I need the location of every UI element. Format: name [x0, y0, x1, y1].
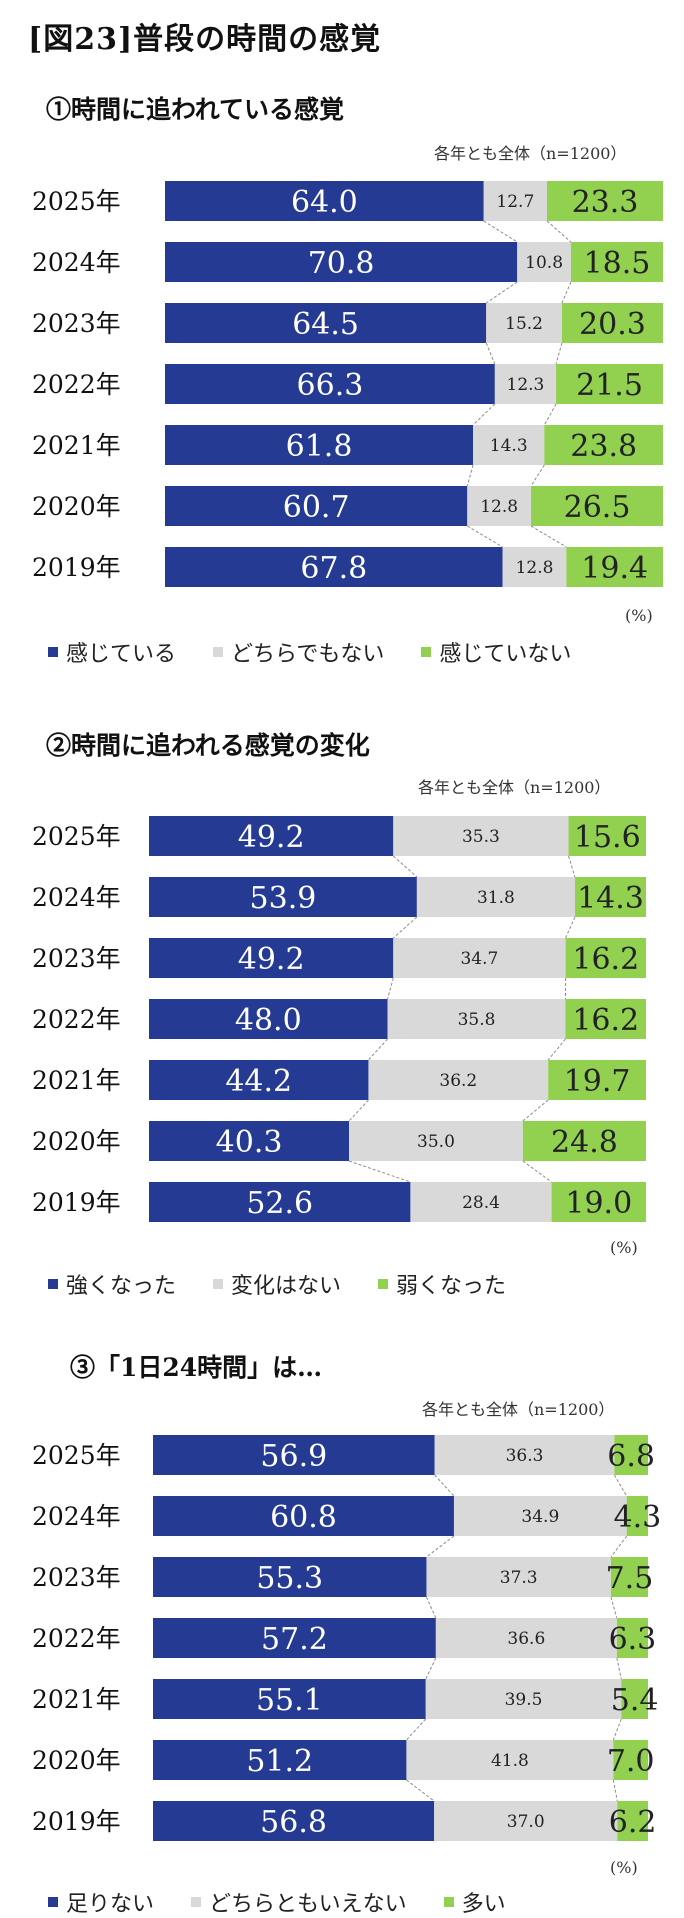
legend-label: 多い: [462, 1886, 506, 1918]
connector-line: [611, 1536, 627, 1557]
legend-label: どちらともいえない: [209, 1886, 407, 1918]
data-label: 57.2: [261, 1622, 328, 1657]
chart-3-unit: (%): [610, 1858, 638, 1877]
category-label: 2025年: [32, 1441, 121, 1470]
connector-line: [426, 1536, 453, 1557]
legend-item-pos: 足りない: [48, 1886, 154, 1918]
data-label: 41.8: [491, 1751, 529, 1771]
data-label: 36.3: [506, 1446, 544, 1466]
swatch-pos: [48, 1897, 58, 1907]
data-label: 39.5: [505, 1690, 543, 1710]
data-label: 6.8: [607, 1439, 655, 1474]
data-label: 36.6: [507, 1629, 545, 1649]
data-label: 60.8: [270, 1500, 337, 1535]
category-label: 2020年: [32, 1746, 121, 1775]
legend-label: 足りない: [66, 1886, 154, 1918]
category-label: 2021年: [32, 1685, 121, 1714]
connector-line: [613, 1719, 621, 1740]
connector-line: [435, 1475, 454, 1496]
data-label: 51.2: [246, 1744, 313, 1779]
category-label: 2024年: [32, 1502, 121, 1531]
connector-line: [613, 1780, 617, 1801]
data-label: 34.9: [521, 1507, 559, 1527]
data-label: 7.5: [606, 1561, 654, 1596]
data-label: 7.0: [607, 1744, 655, 1779]
data-label: 55.3: [256, 1561, 323, 1596]
swatch-mid: [191, 1897, 201, 1907]
category-label: 2022年: [32, 1624, 121, 1653]
data-label: 6.3: [609, 1622, 657, 1657]
legend-item-mid: どちらともいえない: [191, 1886, 407, 1918]
connector-line: [406, 1780, 434, 1801]
swatch-neg: [444, 1897, 454, 1907]
data-label: 55.1: [256, 1683, 323, 1718]
chart-3-legend: 足りない どちらともいえない 多い: [48, 1886, 536, 1918]
legend-item-neg: 多い: [444, 1886, 506, 1918]
connector-line: [611, 1597, 617, 1618]
data-label: 6.2: [609, 1805, 657, 1840]
data-label: 56.8: [260, 1805, 327, 1840]
data-label: 37.3: [500, 1568, 538, 1588]
category-label: 2023年: [32, 1563, 121, 1592]
data-label: 56.9: [260, 1439, 327, 1474]
connector-line: [426, 1658, 436, 1679]
connector-line: [617, 1658, 621, 1679]
connector-line: [426, 1597, 435, 1618]
category-label: 2019年: [32, 1807, 121, 1836]
connector-line: [614, 1475, 626, 1496]
connector-line: [406, 1719, 425, 1740]
data-label: 5.4: [611, 1683, 659, 1718]
chart-3-svg: 2025年 56.9 36.3 6.8 2024年 60.8 34.9 4.3 2023年 55.…: [0, 0, 684, 1860]
data-label: 37.0: [507, 1812, 545, 1832]
data-label: 4.3: [613, 1500, 661, 1535]
